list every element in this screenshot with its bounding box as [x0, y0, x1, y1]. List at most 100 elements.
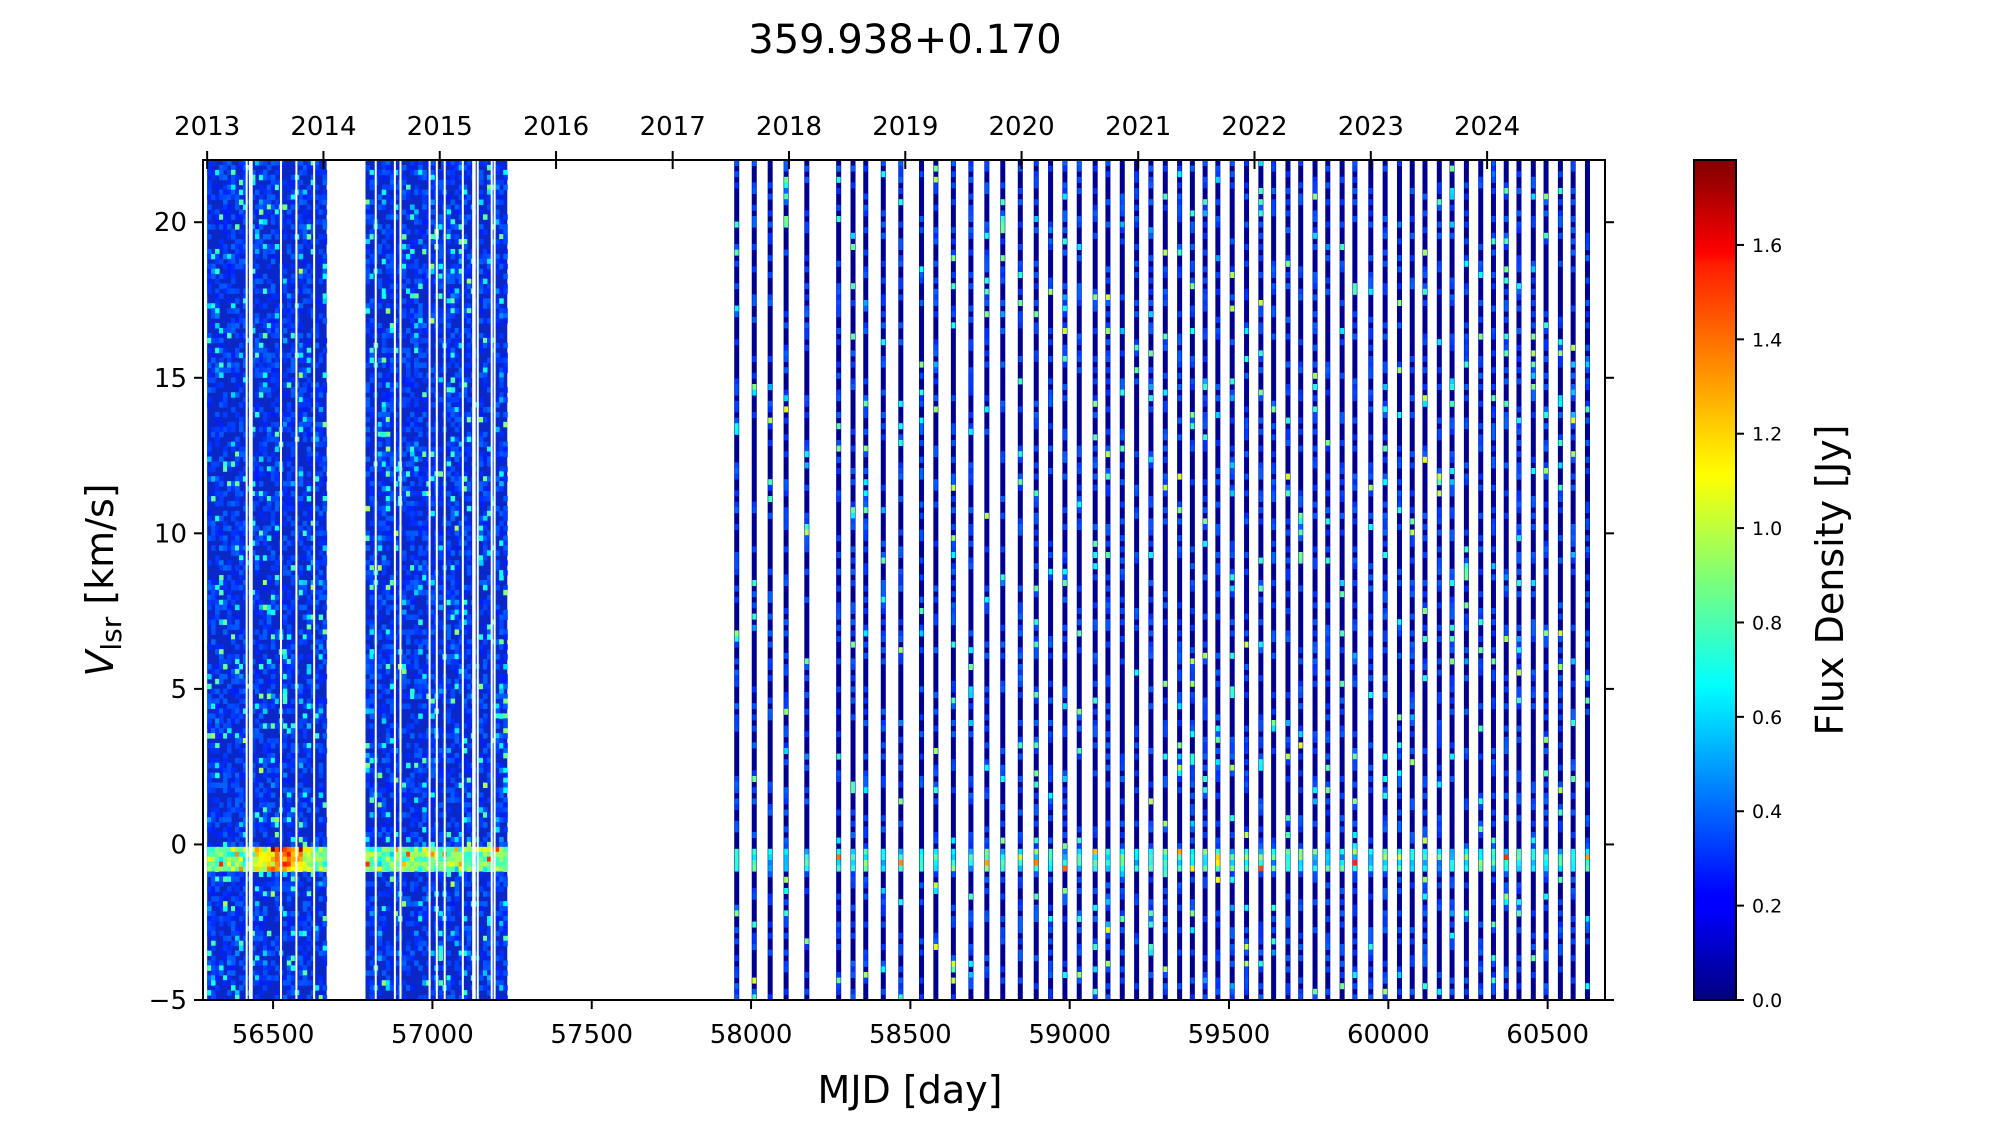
heatmap-cell: [223, 214, 228, 220]
heatmap-cell: [322, 491, 328, 497]
heatmap-cell: [369, 866, 375, 873]
heatmap-cell: [418, 846, 423, 853]
heatmap-cell: [414, 268, 419, 275]
heatmap-cell: [227, 604, 232, 611]
heatmap-cell: [466, 451, 472, 457]
heatmap-cell: [385, 752, 391, 759]
heatmap-cell: [462, 604, 468, 611]
heatmap-cell: [377, 772, 383, 779]
heatmap-cell: [466, 555, 472, 561]
heatmap-cell: [286, 594, 292, 601]
heatmap-cell: [314, 387, 320, 393]
heatmap-cell: [242, 861, 248, 868]
heatmap-cell: [286, 708, 292, 714]
heatmap-cell: [406, 777, 411, 784]
heatmap-cell: [239, 189, 244, 196]
heatmap-cell: [446, 308, 452, 314]
heatmap-cell: [242, 219, 248, 225]
heatmap-cell: [450, 308, 456, 314]
heatmap-cell: [231, 594, 236, 601]
heatmap-cell: [298, 214, 304, 220]
heatmap-cell: [385, 224, 391, 230]
heatmap-cell: [262, 965, 268, 971]
heatmap-cell: [227, 886, 232, 892]
heatmap-cell: [458, 486, 464, 492]
heatmap-cell: [406, 416, 411, 423]
heatmap-cell: [414, 214, 419, 220]
heatmap-cell: [282, 861, 288, 868]
heatmap-cell: [290, 599, 296, 606]
heatmap-cell: [322, 174, 328, 181]
heatmap-cell: [286, 762, 292, 769]
heatmap-cell: [406, 253, 411, 260]
heatmap-cell: [235, 412, 240, 418]
heatmap-cell: [227, 817, 232, 823]
heatmap-cell: [302, 239, 308, 245]
heatmap-cell: [389, 402, 395, 408]
heatmap-cell: [290, 323, 296, 329]
heatmap-cell: [235, 901, 240, 907]
heatmap-cell: [458, 293, 464, 299]
heatmap-cell: [381, 347, 387, 354]
heatmap-cell: [250, 328, 256, 334]
heatmap-cell: [235, 253, 240, 260]
heatmap-cell: [286, 248, 292, 255]
heatmap-cell: [377, 357, 383, 364]
heatmap-cell: [223, 510, 228, 517]
heatmap-cell: [274, 421, 280, 428]
heatmap-cell: [426, 683, 431, 690]
heatmap-cell: [242, 911, 248, 917]
heatmap-cell: [207, 683, 212, 690]
heatmap-cell: [207, 911, 212, 917]
heatmap-cell: [258, 609, 264, 616]
heatmap-cell: [454, 846, 460, 853]
heatmap-cell: [310, 861, 316, 868]
heatmap-cell: [430, 624, 435, 630]
heatmap-cell: [322, 594, 328, 601]
heatmap-cell: [239, 841, 244, 848]
heatmap-cell: [254, 733, 260, 739]
heatmap-cell: [282, 565, 288, 571]
heatmap-cell: [466, 570, 472, 576]
heatmap-cell: [365, 441, 371, 448]
heatmap-cell: [446, 624, 452, 630]
heatmap-cell: [385, 817, 391, 823]
heatmap-cell: [406, 802, 411, 808]
heatmap-cell: [414, 678, 419, 685]
heatmap-cell: [406, 421, 411, 428]
heatmap-cell: [231, 925, 236, 932]
heatmap-cell: [318, 639, 324, 645]
heatmap-cell: [250, 347, 256, 354]
heatmap-cell: [385, 762, 391, 769]
heatmap-cell: [235, 757, 240, 764]
heatmap-cell: [254, 278, 260, 285]
heatmap-cell: [235, 224, 240, 230]
heatmap-cell: [290, 179, 296, 186]
heatmap-cell: [262, 446, 268, 453]
heatmap-cell: [266, 743, 272, 749]
heatmap-cell: [410, 456, 415, 462]
heatmap-cell: [306, 456, 312, 462]
heatmap-cell: [207, 950, 212, 957]
heatmap-cell: [306, 486, 312, 492]
heatmap-cell: [450, 797, 456, 803]
heatmap-cell: [219, 293, 224, 299]
heatmap-cell: [254, 901, 260, 907]
heatmap-cell: [369, 812, 375, 818]
heatmap-cell: [215, 416, 220, 423]
heatmap-cell: [302, 777, 308, 784]
heatmap-cell: [282, 545, 288, 551]
heatmap-cell: [385, 263, 391, 270]
heatmap-cell: [458, 639, 464, 645]
heatmap-cell: [426, 575, 431, 581]
heatmap-cell: [270, 476, 276, 482]
heatmap-cell: [318, 678, 324, 685]
heatmap-cell: [322, 530, 328, 537]
heatmap-cell: [282, 204, 288, 210]
heatmap-cell: [258, 382, 264, 388]
heatmap-cell: [270, 293, 276, 299]
heatmap-cell: [215, 743, 220, 749]
heatmap-cell: [446, 268, 452, 275]
heatmap-cell: [250, 846, 256, 853]
heatmap-cell: [298, 861, 304, 868]
